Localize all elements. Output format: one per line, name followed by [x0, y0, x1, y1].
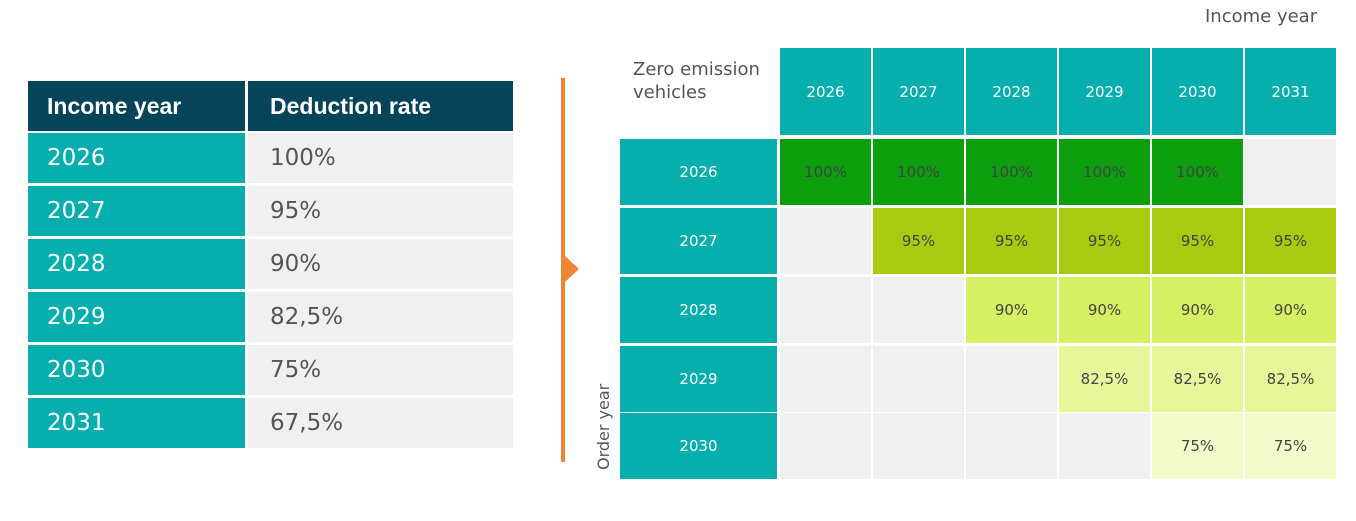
- table-row: 2029 82,5%: [28, 292, 513, 345]
- matrix-empty-cell: [1245, 139, 1336, 205]
- rate-cell: 82,5%: [248, 292, 513, 345]
- order-year-row-header: 2028: [620, 277, 777, 343]
- deduction-rate-table: Income year Deduction rate 2026 100% 202…: [28, 81, 513, 451]
- matrix-empty-cell: [966, 413, 1057, 479]
- income-year-column-header: 2028: [966, 48, 1057, 135]
- matrix-rate-cell: 95%: [1059, 208, 1150, 274]
- cut-off-row-cell: [1245, 471, 1336, 478]
- year-cell: 2026: [28, 133, 248, 186]
- matrix-rate-cell: 90%: [1245, 277, 1336, 343]
- cut-off-row-cell: [1059, 471, 1150, 478]
- order-year-row-header: 2029: [620, 346, 777, 412]
- year-cell: 2028: [28, 239, 248, 292]
- matrix-empty-cell: [1059, 413, 1150, 479]
- matrix-rate-cell: 95%: [873, 208, 964, 274]
- matrix-rate-cell: 75%: [1152, 413, 1243, 479]
- deduction-rate-header: Deduction rate: [248, 81, 513, 133]
- rate-cell: 95%: [248, 186, 513, 239]
- matrix-empty-cell: [780, 346, 871, 412]
- matrix-rate-cell: 100%: [873, 139, 964, 205]
- year-cell: 2031: [28, 398, 248, 451]
- cut-off-row-cell: [966, 471, 1057, 478]
- matrix-rate-cell: 100%: [1152, 139, 1243, 205]
- matrix-rate-cell: 82,5%: [1059, 346, 1150, 412]
- table-row: 2028 90%: [28, 239, 513, 292]
- cut-off-row-header: [620, 471, 777, 478]
- matrix-rate-cell: 90%: [1059, 277, 1150, 343]
- rate-cell: 67,5%: [248, 398, 513, 451]
- matrix-title: Income year: [1205, 6, 1318, 27]
- matrix-rate-cell: 90%: [1152, 277, 1243, 343]
- income-year-column-header: 2026: [780, 48, 871, 135]
- table-row: 2030 75%: [28, 345, 513, 398]
- cut-off-row-cell: [873, 471, 964, 478]
- cut-off-row-cell: [1152, 471, 1243, 478]
- income-year-column-header: 2029: [1059, 48, 1150, 135]
- rate-cell: 90%: [248, 239, 513, 292]
- matrix-empty-cell: [780, 208, 871, 274]
- income-year-column-header: 2027: [873, 48, 964, 135]
- order-year-row-header: 2027: [620, 208, 777, 274]
- year-cell: 2029: [28, 292, 248, 345]
- income-year-column-header: 2031: [1245, 48, 1336, 135]
- income-year-column-header: 2030: [1152, 48, 1243, 135]
- matrix-rate-cell: 95%: [1152, 208, 1243, 274]
- matrix-rate-cell: 82,5%: [1245, 346, 1336, 412]
- table-header-row: Income year Deduction rate: [28, 81, 513, 133]
- matrix-rate-cell: 82,5%: [1152, 346, 1243, 412]
- matrix-empty-cell: [780, 277, 871, 343]
- corner-label: Zero emission vehicles: [633, 59, 760, 103]
- year-cell: 2027: [28, 186, 248, 239]
- matrix-rate-cell: 75%: [1245, 413, 1336, 479]
- matrix-rate-cell: 95%: [1245, 208, 1336, 274]
- matrix-rate-cell: 100%: [1059, 139, 1150, 205]
- order-year-row-header: 2030: [620, 413, 777, 479]
- matrix-empty-cell: [873, 413, 964, 479]
- rate-cell: 75%: [248, 345, 513, 398]
- row-axis-label: Order year: [594, 383, 613, 470]
- rate-cell: 100%: [248, 133, 513, 186]
- matrix-empty-cell: [873, 277, 964, 343]
- matrix-rate-cell: 95%: [966, 208, 1057, 274]
- table-row: 2026 100%: [28, 133, 513, 186]
- cut-off-row-cell: [780, 471, 871, 478]
- matrix-rate-cell: 100%: [966, 139, 1057, 205]
- matrix-empty-cell: [966, 346, 1057, 412]
- table-row: 2027 95%: [28, 186, 513, 239]
- year-cell: 2030: [28, 345, 248, 398]
- income-year-header: Income year: [28, 81, 248, 133]
- table-row: 2031 67,5%: [28, 398, 513, 451]
- bracket-arrow-icon: [561, 78, 579, 462]
- matrix-rate-cell: 90%: [966, 277, 1057, 343]
- matrix-empty-cell: [873, 346, 964, 412]
- order-year-row-header: 2026: [620, 139, 777, 205]
- matrix-rate-cell: 100%: [780, 139, 871, 205]
- matrix-empty-cell: [780, 413, 871, 479]
